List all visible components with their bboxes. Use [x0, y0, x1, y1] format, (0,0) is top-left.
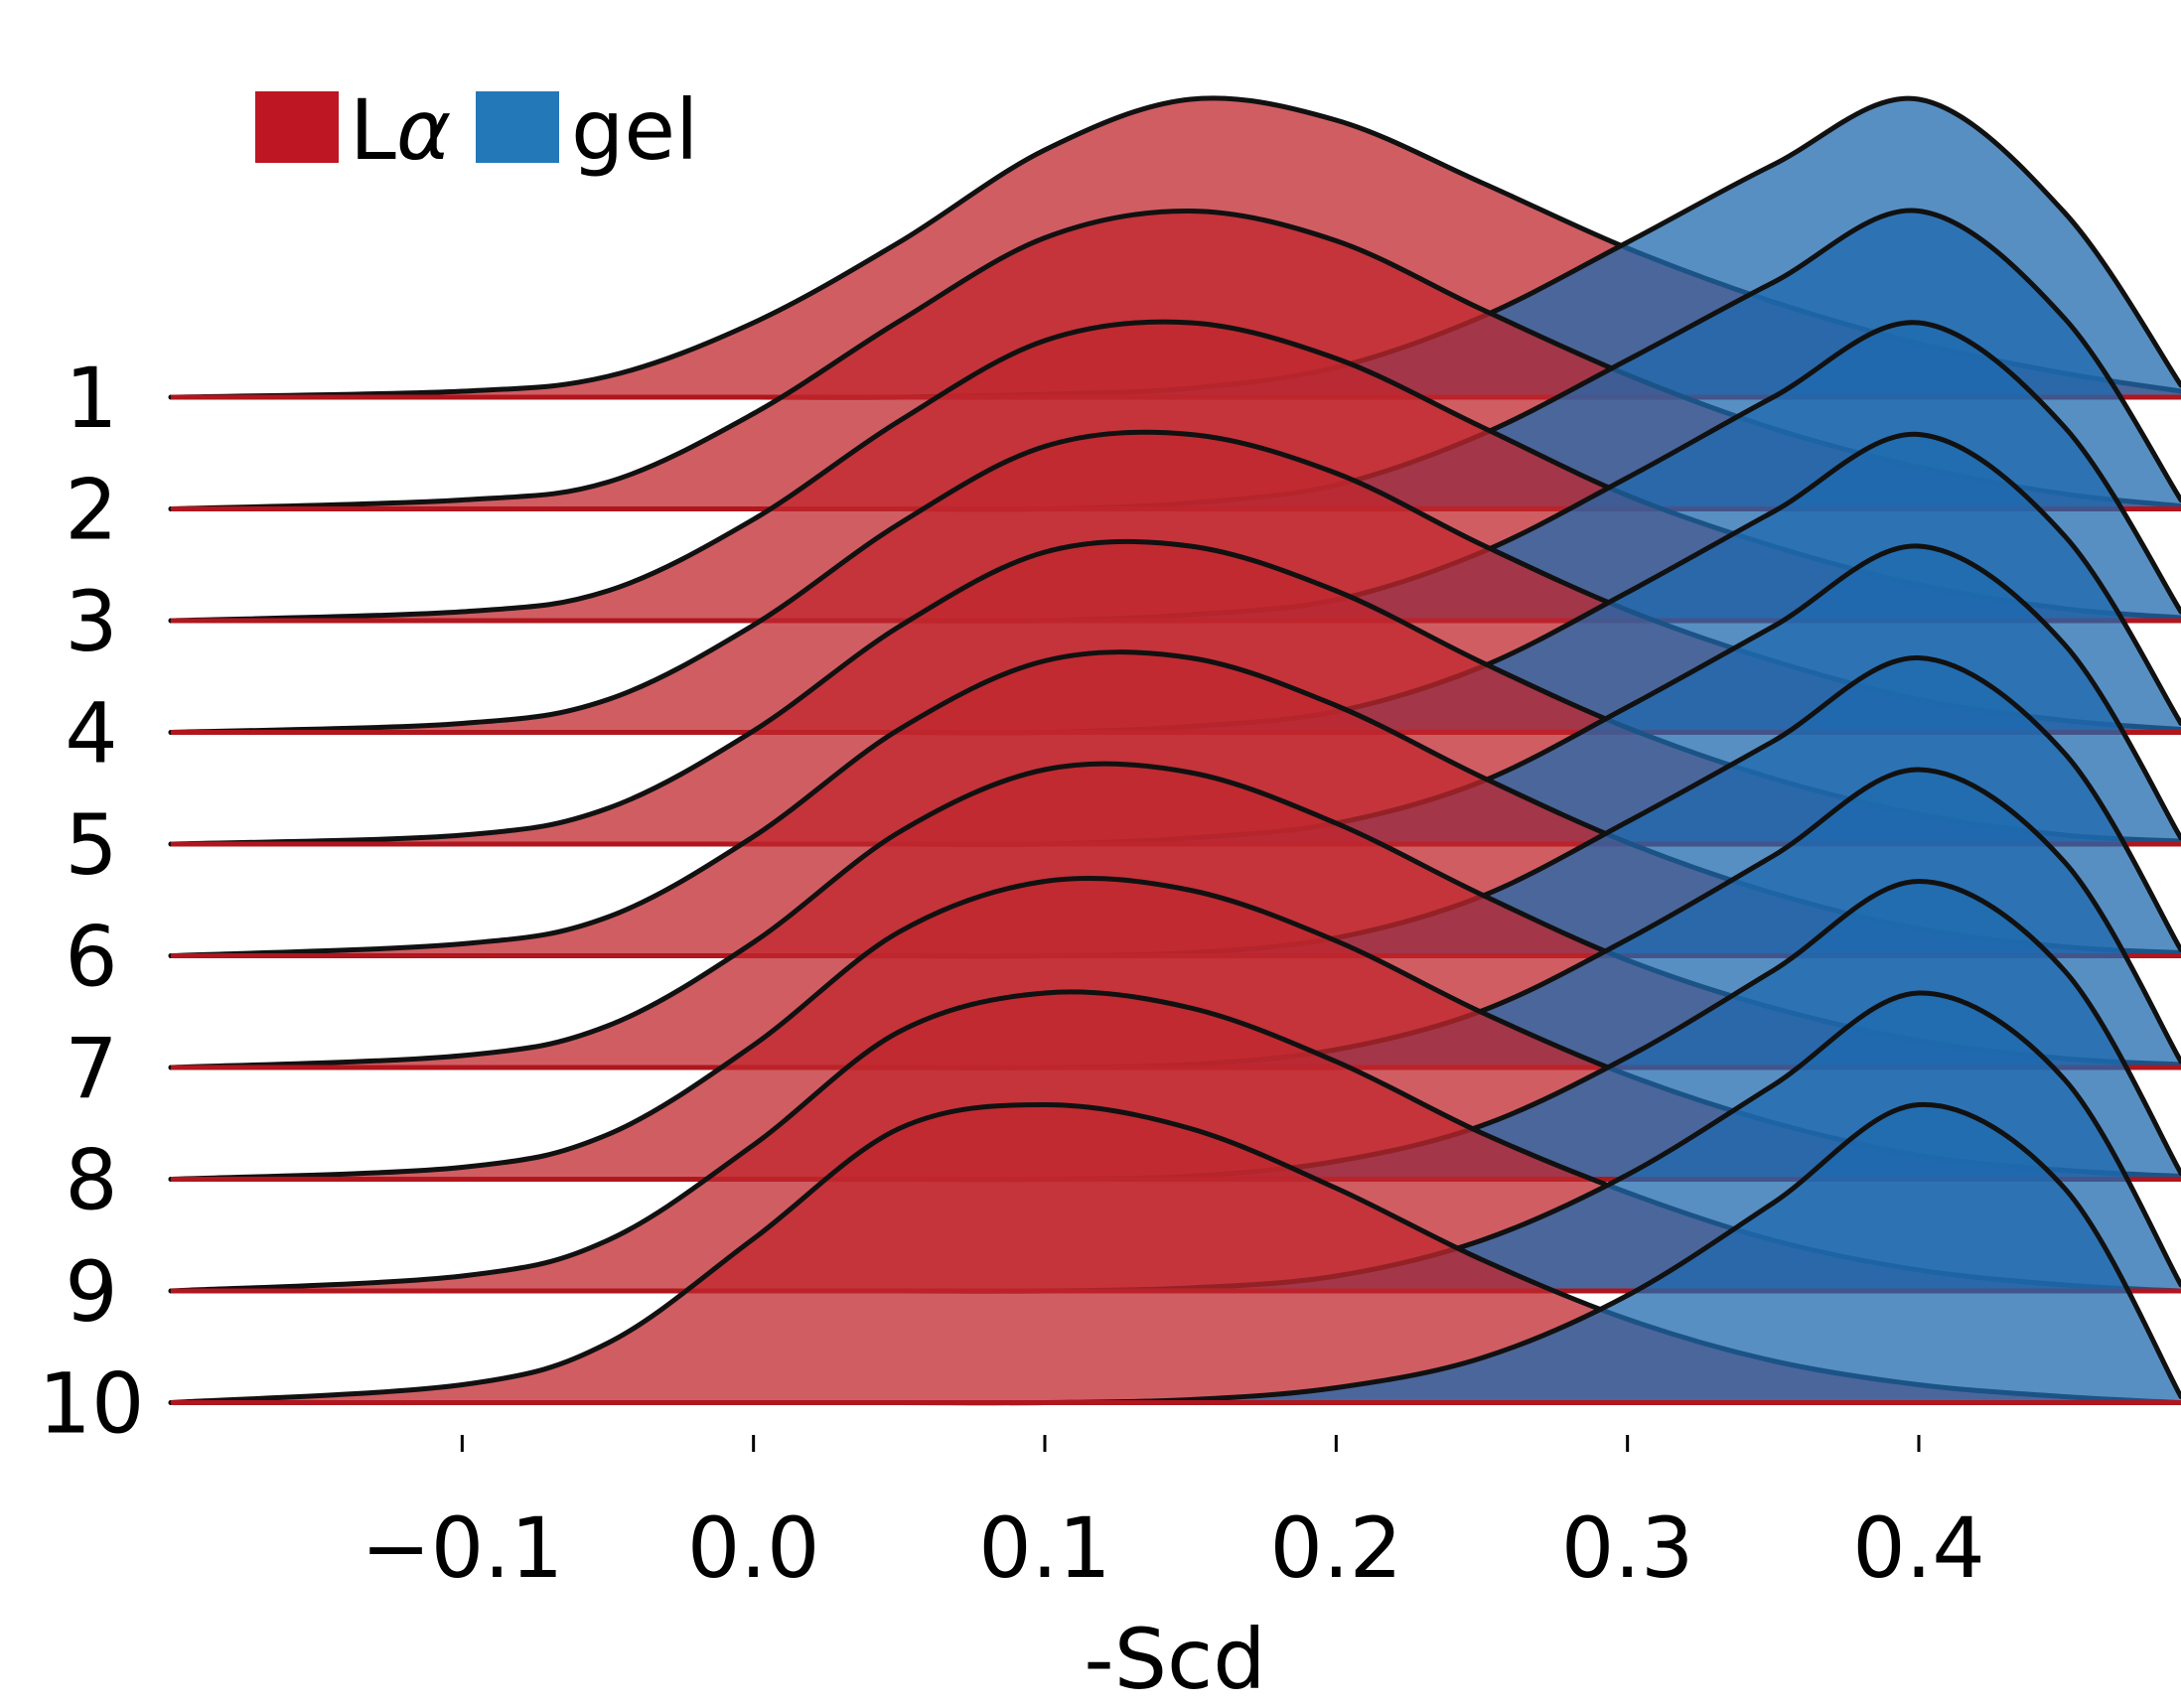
gel-density-area [171, 434, 2181, 733]
x-tick-label: 0.0 [687, 1499, 820, 1597]
gel-density-area [171, 1104, 2181, 1403]
legend-label-gel: gel [571, 81, 698, 179]
ridge-label-1: 1 [65, 350, 117, 447]
ridge-label-5: 5 [65, 796, 117, 894]
gel-density-area [171, 545, 2181, 845]
gel-density-area [171, 881, 2181, 1180]
x-tick-label: 0.4 [1852, 1499, 1985, 1597]
legend-label-la: Lα [350, 81, 451, 179]
gel-density-area [171, 211, 2181, 509]
legend-swatch-la [255, 91, 339, 163]
ridge-labels: 1 2 3 4 5 6 7 8 9 10 [39, 350, 145, 1453]
ridge-label-8: 8 [65, 1132, 117, 1229]
legend: Lα gel [255, 81, 698, 179]
x-axis-label: -Scd [1084, 1611, 1265, 1708]
x-axis: −0.1 0.0 0.1 0.2 0.3 0.4 [361, 1435, 1985, 1597]
x-tick-label: −0.1 [361, 1499, 563, 1597]
ridges-layer [168, 95, 2181, 1406]
gel-density-area [171, 322, 2181, 622]
ridge-label-7: 7 [65, 1020, 117, 1117]
la-density-area [171, 1104, 2181, 1403]
ridge-label-10: 10 [39, 1355, 145, 1453]
legend-swatch-gel [476, 91, 559, 163]
gel-density-area [171, 98, 2181, 398]
x-tick-label: 0.2 [1270, 1499, 1403, 1597]
gel-density-area [171, 657, 2181, 956]
ridge-label-3: 3 [65, 573, 117, 670]
ridge-label-6: 6 [65, 909, 117, 1006]
ridge-10 [168, 1101, 2181, 1406]
gel-density-area [171, 769, 2181, 1068]
x-tick-label: 0.1 [978, 1499, 1111, 1597]
gel-density-area [171, 992, 2181, 1292]
ridge-label-4: 4 [65, 685, 117, 783]
ridge-label-2: 2 [65, 462, 117, 559]
ridge-label-9: 9 [65, 1243, 117, 1341]
x-tick-label: 0.3 [1561, 1499, 1694, 1597]
